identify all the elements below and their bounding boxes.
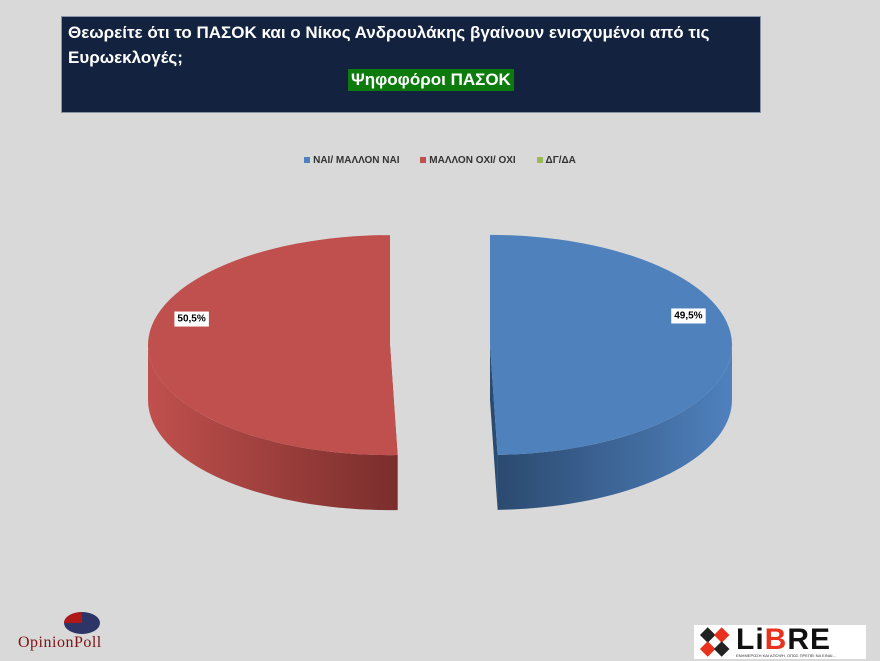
- chart-subtitle: Ψηφοφόροι ΠΑΣΟΚ: [348, 69, 514, 91]
- data-label: 49,5%: [674, 310, 702, 321]
- legend-label: ΝΑΙ/ ΜΑΛΛΟΝ ΝΑΙ: [313, 155, 400, 166]
- chart-title: Θεωρείτε ότι το ΠΑΣΟΚ και ο Νίκος Ανδρου…: [68, 23, 710, 67]
- title-box: Θεωρείτε ότι το ΠΑΣΟΚ και ο Νίκος Ανδρου…: [61, 16, 761, 113]
- slice-side-wall: [148, 345, 398, 511]
- legend-item-no: ΜΑΛΛΟΝ ΟΧΙ/ ΟΧΙ: [420, 155, 516, 166]
- pie-slice-0: [489, 234, 732, 455]
- legend: ΝΑΙ/ ΜΑΛΛΟΝ ΝΑΙ ΜΑΛΛΟΝ ΟΧΙ/ ΟΧΙ ΔΓ/ΔΑ: [0, 155, 880, 166]
- legend-label: ΔΓ/ΔΑ: [545, 155, 576, 166]
- legend-label: ΜΑΛΛΟΝ ΟΧΙ/ ΟΧΙ: [429, 155, 516, 166]
- legend-item-dkna: ΔΓ/ΔΑ: [536, 155, 576, 166]
- libre-logo-text: LiBRE: [736, 623, 832, 656]
- pie-slice-1: [148, 235, 398, 456]
- data-label-box: [671, 308, 706, 324]
- slice-cut-face: [489, 344, 498, 510]
- opinionpoll-logo-text: OpinionPoll: [18, 634, 102, 651]
- libre-logo: LiBRE ΕΝΗΜΕΡΩΣΗ ΚΑΙ ΑΠΟΨΗ, ΟΠΩΣ ΠΡΕΠΕΙ Ν…: [694, 623, 866, 659]
- legend-swatch: [420, 157, 427, 164]
- data-label: 50,5%: [177, 314, 205, 325]
- opinionpoll-logo: [20, 610, 150, 655]
- slice-side-wall: [497, 344, 732, 510]
- legend-item-yes: ΝΑΙ/ ΜΑΛΛΟΝ ΝΑΙ: [304, 155, 400, 166]
- legend-swatch: [304, 157, 311, 164]
- libre-tagline: ΕΝΗΜΕΡΩΣΗ ΚΑΙ ΑΠΟΨΗ, ΟΠΩΣ ΠΡΕΠΕΙ ΝΑ ΕΙΝΑ…: [736, 653, 836, 658]
- data-label-box: [174, 311, 209, 327]
- legend-swatch: [536, 157, 543, 164]
